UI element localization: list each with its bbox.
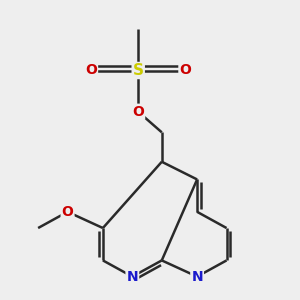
Text: N: N: [191, 270, 203, 283]
Text: O: O: [132, 105, 144, 119]
Text: O: O: [85, 64, 97, 77]
Text: N: N: [127, 270, 138, 283]
Text: O: O: [179, 64, 191, 77]
Text: O: O: [61, 205, 74, 219]
Text: S: S: [133, 63, 144, 78]
